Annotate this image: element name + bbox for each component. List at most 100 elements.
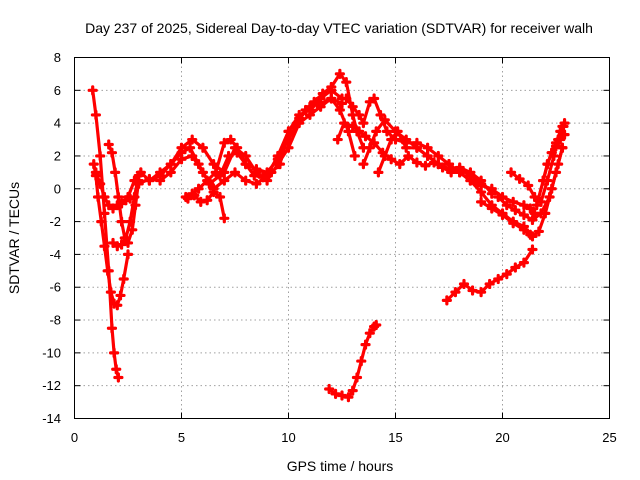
data-point [527, 214, 538, 226]
data-point [422, 142, 433, 153]
data-point [116, 216, 127, 227]
data-point [197, 142, 208, 153]
data-point [493, 191, 504, 203]
data-point [546, 147, 557, 158]
data-point [441, 295, 452, 306]
data-point [90, 167, 101, 178]
data-point [315, 101, 326, 112]
data-point [358, 159, 369, 170]
series-s10 [182, 186, 230, 224]
series-line [107, 142, 141, 245]
data-point [334, 104, 345, 116]
data-point [294, 118, 305, 129]
data-point [133, 178, 144, 189]
data-point [219, 213, 230, 224]
data-point [349, 150, 360, 162]
data-point [486, 188, 497, 199]
y-tick-label: -12 [42, 378, 61, 393]
data-point [214, 191, 226, 203]
data-point [371, 319, 382, 331]
data-point [120, 232, 131, 244]
chart-title: Day 237 of 2025, Sidereal Day-to-day VTE… [85, 20, 593, 36]
series-s20 [441, 244, 538, 306]
series-s14 [332, 118, 487, 189]
data-point [202, 195, 213, 206]
data-point [557, 142, 568, 153]
data-point [343, 392, 354, 403]
data-point [324, 383, 335, 395]
data-point [533, 226, 544, 237]
x-tick-label: 25 [602, 430, 616, 445]
data-point [347, 385, 358, 396]
data-point [379, 114, 390, 125]
data-point [339, 118, 350, 129]
y-tick-label: -4 [49, 247, 61, 262]
data-point [356, 355, 367, 367]
data-point [381, 126, 393, 137]
data-point [115, 290, 126, 301]
data-point [219, 167, 230, 178]
series-s01 [87, 85, 124, 383]
data-point [527, 244, 538, 255]
data-point [106, 323, 118, 334]
data-point [106, 147, 118, 158]
data-point [208, 186, 219, 198]
data-point [257, 172, 268, 183]
data-point [544, 191, 555, 203]
data-point [371, 126, 382, 137]
data-point [103, 139, 114, 150]
data-point [219, 175, 230, 186]
data-point [189, 190, 200, 201]
data-point [525, 203, 536, 214]
y-axis-label: SDTVAR / TECUs [6, 182, 22, 294]
data-point [176, 154, 187, 165]
data-point [518, 224, 529, 235]
data-point [535, 208, 547, 219]
series-s16 [493, 142, 568, 226]
data-point [401, 142, 412, 153]
data-point [403, 150, 414, 162]
data-point [354, 126, 365, 137]
data-point [508, 218, 519, 229]
data-point [392, 126, 403, 137]
data-point [232, 142, 243, 153]
data-point [110, 167, 121, 178]
data-point [501, 200, 512, 211]
data-point [326, 93, 337, 104]
data-point [377, 147, 388, 158]
data-point [510, 205, 521, 216]
data-point [347, 101, 358, 112]
data-point [476, 186, 487, 198]
grid-lines [74, 57, 610, 419]
data-point [113, 372, 124, 383]
data-point [341, 77, 352, 88]
data-point [122, 191, 134, 203]
data-point [219, 137, 230, 148]
data-point [155, 167, 166, 178]
data-point [87, 85, 98, 96]
data-point [538, 175, 549, 186]
series-s08 [144, 93, 348, 186]
data-point [422, 150, 433, 162]
data-point [135, 167, 146, 178]
data-point [229, 167, 241, 178]
data-point [193, 183, 204, 194]
data-point [523, 180, 534, 191]
data-point [96, 216, 107, 227]
y-tick-label: 2 [54, 148, 61, 163]
data-point [364, 142, 375, 153]
data-point [187, 150, 198, 162]
data-point [125, 216, 136, 227]
data-point [360, 131, 371, 142]
data-point [476, 178, 487, 189]
data-point [127, 224, 138, 235]
data-point [266, 167, 277, 178]
data-point [375, 109, 386, 121]
data-point [95, 178, 106, 189]
axis-ticks: 0 5 10 15 20 25 -14 -12 -10 -8 -6 -4 -2 0 2 4 6 8 [42, 50, 617, 445]
data-point [476, 287, 487, 298]
data-point [351, 372, 363, 383]
data-point [505, 167, 517, 178]
data-point [197, 167, 208, 178]
data-point [358, 118, 369, 129]
